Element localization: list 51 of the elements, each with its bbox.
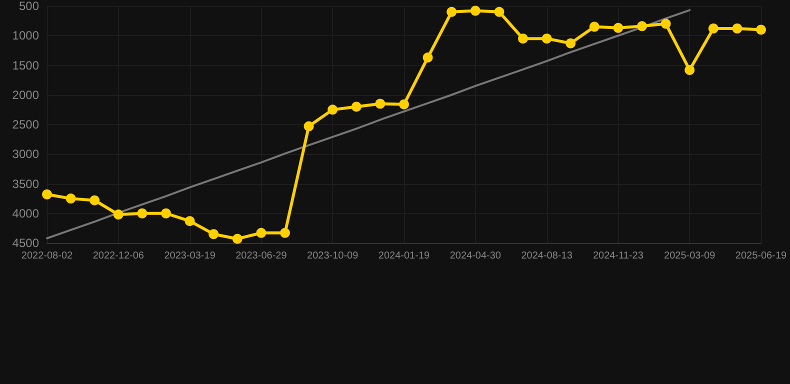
point: [494, 6, 504, 17]
point: [422, 52, 433, 63]
point: [566, 38, 576, 48]
point: [184, 216, 195, 226]
point: [589, 22, 600, 32]
point: [732, 24, 742, 34]
point: [660, 18, 671, 29]
point: [708, 24, 718, 34]
point: [304, 121, 314, 132]
y-tick-label: 1500: [12, 58, 40, 72]
x-tick-label: 2022-12-06: [92, 250, 144, 262]
point: [90, 195, 100, 206]
point: [161, 208, 171, 218]
x-tick-label: 2024-01-19: [378, 250, 430, 262]
y-tick-label: 4000: [12, 206, 40, 220]
point: [66, 194, 76, 204]
point: [542, 34, 552, 44]
y-tick-label: 2500: [12, 118, 40, 132]
point: [613, 22, 624, 33]
point: [42, 189, 52, 200]
point: [446, 6, 457, 17]
point: [399, 99, 409, 110]
x-tick-label: 2024-11-23: [592, 250, 644, 262]
point: [256, 228, 266, 238]
point: [518, 34, 528, 44]
point: [328, 104, 338, 115]
y-tick-label: 2000: [12, 88, 40, 102]
y-tick-label: 500: [18, 0, 40, 13]
y-tick-label: 3000: [12, 147, 40, 162]
x-tick-label: 2022-08-02: [21, 250, 74, 262]
x-tick-label: 2023-06-29: [236, 250, 288, 262]
y-tick-label: 3500: [12, 176, 40, 191]
point: [232, 234, 242, 244]
x-tick-label: 2025-03-09: [664, 250, 716, 262]
point: [470, 6, 480, 16]
point: [280, 228, 290, 238]
point: [113, 210, 124, 220]
x-tick-label: 2024-04-30: [450, 250, 502, 262]
point: [684, 64, 695, 75]
point: [637, 21, 647, 32]
y-tick-label: 4500: [12, 236, 40, 250]
x-tick-label: 2023-10-09: [307, 250, 359, 262]
point: [137, 208, 148, 218]
point: [208, 229, 219, 240]
point: [351, 102, 362, 112]
x-tick-label: 2025-06-19: [735, 250, 788, 262]
x-tick-label: 2023-03-19: [164, 250, 216, 262]
y-tick-label: 1000: [12, 28, 40, 43]
point: [375, 98, 386, 109]
x-tick-label: 2024-08-13: [521, 250, 573, 262]
point: [756, 24, 766, 35]
